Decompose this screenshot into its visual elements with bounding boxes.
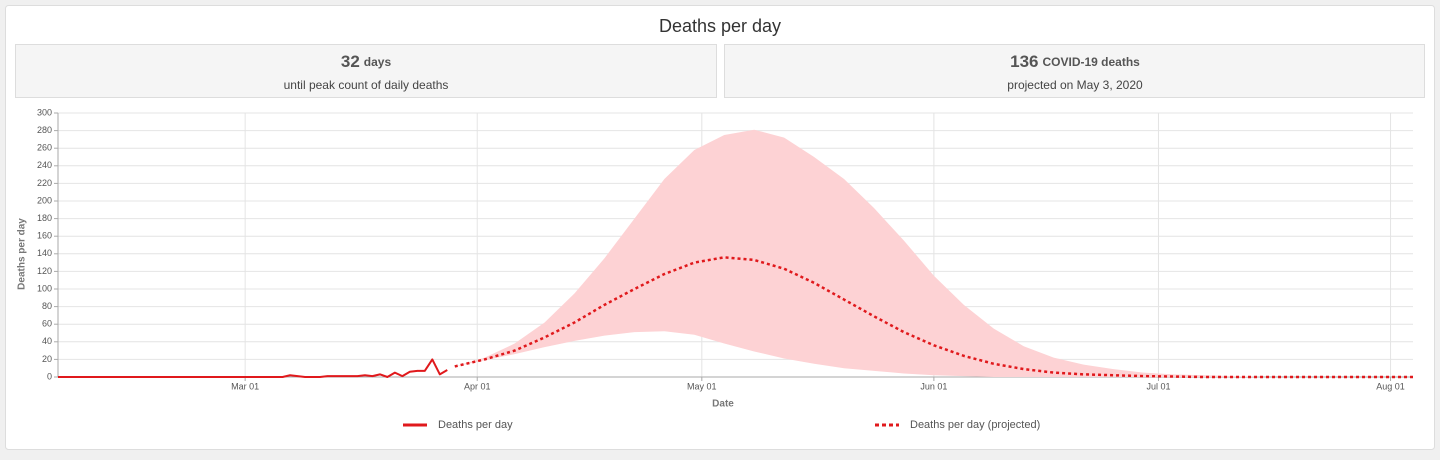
x-tick-label: Mar 01	[231, 381, 259, 391]
stat-headline: 136 COVID-19 deaths	[1010, 52, 1140, 71]
chart-title: Deaths per day	[659, 16, 781, 36]
y-tick-label: 160	[37, 231, 52, 241]
x-axis-label: Date	[712, 399, 734, 410]
y-tick-label: 140	[37, 248, 52, 258]
y-tick-label: 120	[37, 266, 52, 276]
projected-line	[454, 256, 1413, 379]
stat-value: 32	[341, 52, 360, 71]
x-tick-label: Apr 01	[464, 381, 491, 391]
legend-label: Deaths per day (projected)	[910, 419, 1040, 431]
y-tick-label: 100	[37, 283, 52, 293]
y-axis-label: Deaths per day	[17, 218, 28, 290]
y-tick-label: 0	[47, 371, 52, 381]
x-tick-label: May 01	[687, 381, 717, 391]
y-tick-label: 280	[37, 125, 52, 135]
stat-caption: until peak count of daily deaths	[284, 78, 449, 92]
x-tick-label: Jun 01	[920, 381, 947, 391]
y-tick-label: 200	[37, 195, 52, 205]
y-tick-label: 60	[42, 319, 52, 329]
y-tick-label: 260	[37, 143, 52, 153]
stat-unit: COVID-19 deaths	[1043, 55, 1141, 69]
plot: 0 20 40 60 80 100 120 140 160 180 200 220 240 260 280 3…	[37, 107, 1413, 431]
stat-box	[15, 44, 717, 98]
y-tick-label: 300	[37, 107, 52, 117]
stat-value: 136	[1010, 52, 1038, 71]
legend-label: Deaths per day	[438, 419, 513, 431]
x-tick-label: Aug 01	[1376, 381, 1405, 391]
stat-unit: days	[364, 55, 392, 69]
y-tick-label: 240	[37, 160, 52, 170]
stat-box	[724, 44, 1425, 98]
y-tick-label: 80	[42, 301, 52, 311]
stat-caption: projected on May 3, 2020	[1007, 78, 1143, 92]
y-tick-label: 180	[37, 213, 52, 223]
y-tick-label: 20	[42, 354, 52, 364]
data-line	[58, 358, 448, 378]
x-tick-label: Jul 01	[1146, 381, 1170, 391]
y-tick-label: 40	[42, 336, 52, 346]
uncertainty-band	[454, 129, 1413, 377]
stat-headline: 32 days	[341, 52, 392, 71]
y-tick-label: 220	[37, 178, 52, 188]
